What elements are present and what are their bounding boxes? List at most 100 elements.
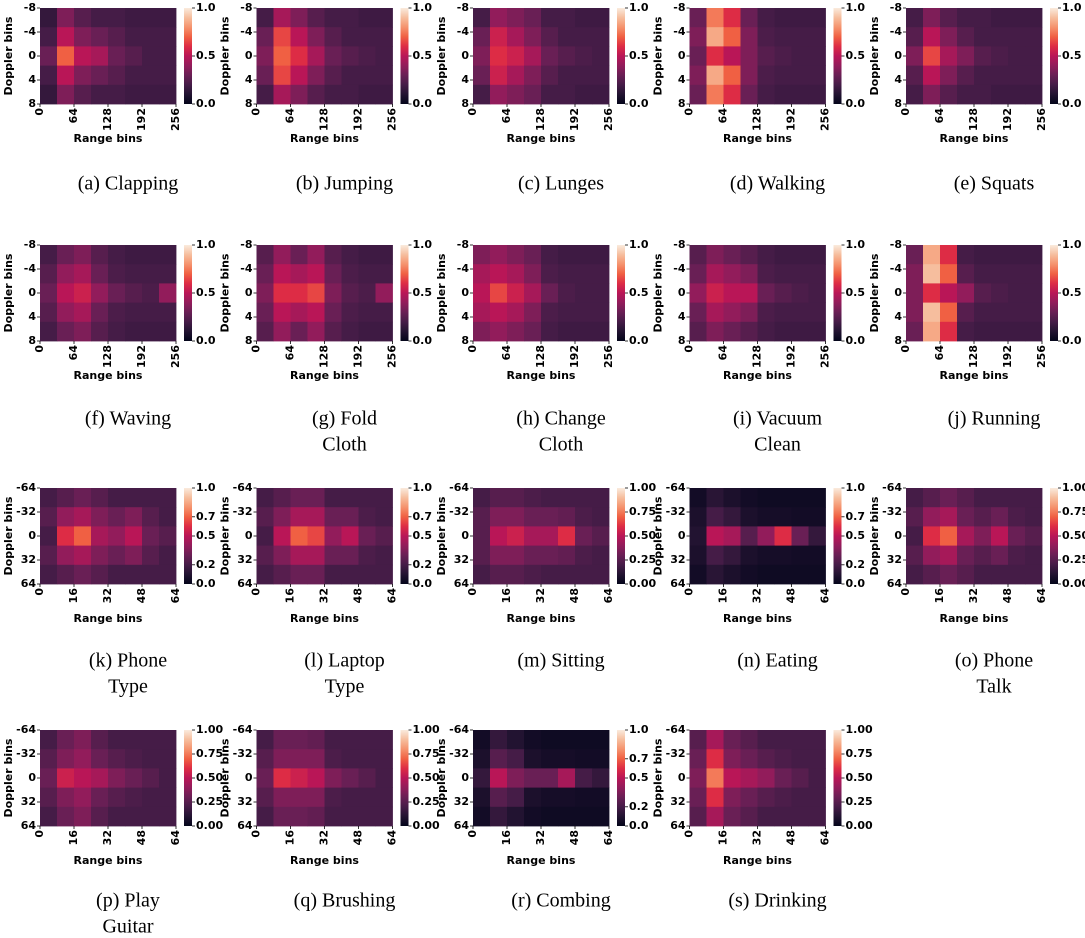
x-tick-label: 256 [169, 108, 182, 131]
heatmap-cell [125, 66, 142, 86]
colorbar-tick-label: 0.5 [413, 286, 433, 299]
heatmap-cell [558, 46, 575, 66]
y-tick-label: 0 [245, 529, 253, 542]
heatmap-cell [142, 8, 159, 28]
heatmap-cell [724, 768, 741, 788]
heatmap-cell [541, 303, 558, 323]
heatmap-cell [575, 807, 592, 827]
heatmap-cell [57, 303, 74, 323]
y-tick-label: -32 [16, 505, 36, 518]
y-tick-label: -64 [16, 481, 36, 494]
colorbar-tick-label: 0.2 [846, 558, 866, 571]
heatmap-cell [40, 730, 57, 750]
heatmap-cell [74, 8, 91, 28]
y-tick-label: 0 [678, 286, 686, 299]
heatmap-cell [74, 488, 91, 508]
heatmap-cell [809, 8, 826, 28]
heatmap-cell [1008, 546, 1025, 566]
heatmap-cell [342, 303, 359, 323]
heatmap-cell [558, 283, 575, 303]
caption: Type [108, 676, 148, 698]
heatmap-cell [342, 85, 359, 105]
heatmap-cell [541, 788, 558, 808]
heatmap-cell [741, 283, 758, 303]
heatmap-cell [707, 488, 724, 508]
heatmap-cell [575, 749, 592, 769]
colorbar-tick-label: 0.2 [629, 800, 649, 813]
heatmap-cell [308, 546, 325, 566]
heatmap-cell [159, 46, 176, 66]
caption: (p) Play [96, 890, 160, 912]
x-tick-label: 64 [933, 108, 946, 124]
colorbar [1050, 488, 1058, 584]
heatmap-cell [74, 526, 91, 546]
heatmap-cell [524, 546, 541, 566]
heatmap-cell [758, 768, 775, 788]
x-tick-label: 128 [318, 345, 331, 368]
colorbar [617, 488, 625, 584]
heatmap-cell [558, 264, 575, 284]
y-tick-label: 32 [670, 795, 685, 808]
heatmap-cell [991, 85, 1008, 105]
heatmap-cell [342, 526, 359, 546]
heatmap-cell [775, 245, 792, 265]
colorbar-tick-label: 1.00 [1062, 481, 1085, 494]
colorbar [617, 8, 625, 104]
heatmap-cell [142, 730, 159, 750]
x-axis-label: Range bins [723, 612, 792, 625]
heatmap-cell [308, 264, 325, 284]
heatmap-cell [906, 66, 923, 86]
heatmap-cell [575, 245, 592, 265]
heatmap-cell [792, 788, 809, 808]
heatmap-cell [308, 730, 325, 750]
heatmap-cell [792, 565, 809, 585]
heatmap-cell [507, 768, 524, 788]
heatmap-cell [91, 565, 108, 585]
panel: 064128192256-8-4048Range binsDoppler bin… [868, 1, 1082, 195]
heatmap-cell [91, 322, 108, 342]
heatmap-cell [541, 488, 558, 508]
heatmap-cell [91, 66, 108, 86]
heatmap-cell [1025, 322, 1042, 342]
heatmap-cell [690, 749, 707, 769]
heatmap-cell [490, 730, 507, 750]
heatmap-cell [957, 303, 974, 323]
x-tick-label: 64 [1035, 588, 1048, 604]
heatmap-cell [1025, 507, 1042, 527]
y-tick-label: -32 [882, 505, 902, 518]
heatmap-cell [741, 565, 758, 585]
heatmap-cell [592, 788, 609, 808]
y-tick-label: 32 [887, 553, 902, 566]
heatmap-cell [325, 303, 342, 323]
colorbar [834, 730, 842, 826]
y-axis-label: Doppler bins [219, 496, 232, 575]
colorbar-tick-label: 1.00 [196, 723, 223, 736]
heatmap-cell [291, 85, 308, 105]
y-tick-label: 8 [894, 97, 902, 110]
heatmap-cell [40, 8, 57, 28]
x-tick-label: 64 [602, 830, 615, 846]
heatmap-cell [741, 807, 758, 827]
heatmap-cell [274, 264, 291, 284]
heatmap-cell [359, 546, 376, 566]
heatmap-cell [125, 283, 142, 303]
heatmap-cell [257, 8, 274, 28]
heatmap-cell [906, 8, 923, 28]
colorbar-tick-label: 1.0 [1062, 238, 1082, 251]
y-tick-label: 0 [28, 286, 36, 299]
heatmap-cell [940, 507, 957, 527]
heatmap-cell [308, 8, 325, 28]
heatmap-cell [308, 283, 325, 303]
heatmap-cell [291, 322, 308, 342]
heatmap-cell [40, 507, 57, 527]
heatmap-cell [541, 807, 558, 827]
heatmap-cell [125, 807, 142, 827]
heatmap-cell [473, 283, 490, 303]
heatmap-cell [125, 303, 142, 323]
colorbar-tick-label: 1.0 [629, 723, 649, 736]
heatmap-cell [308, 66, 325, 86]
heatmap-cell [741, 264, 758, 284]
heatmap-cell [940, 322, 957, 342]
heatmap-cell [40, 303, 57, 323]
heatmap-cell [792, 303, 809, 323]
